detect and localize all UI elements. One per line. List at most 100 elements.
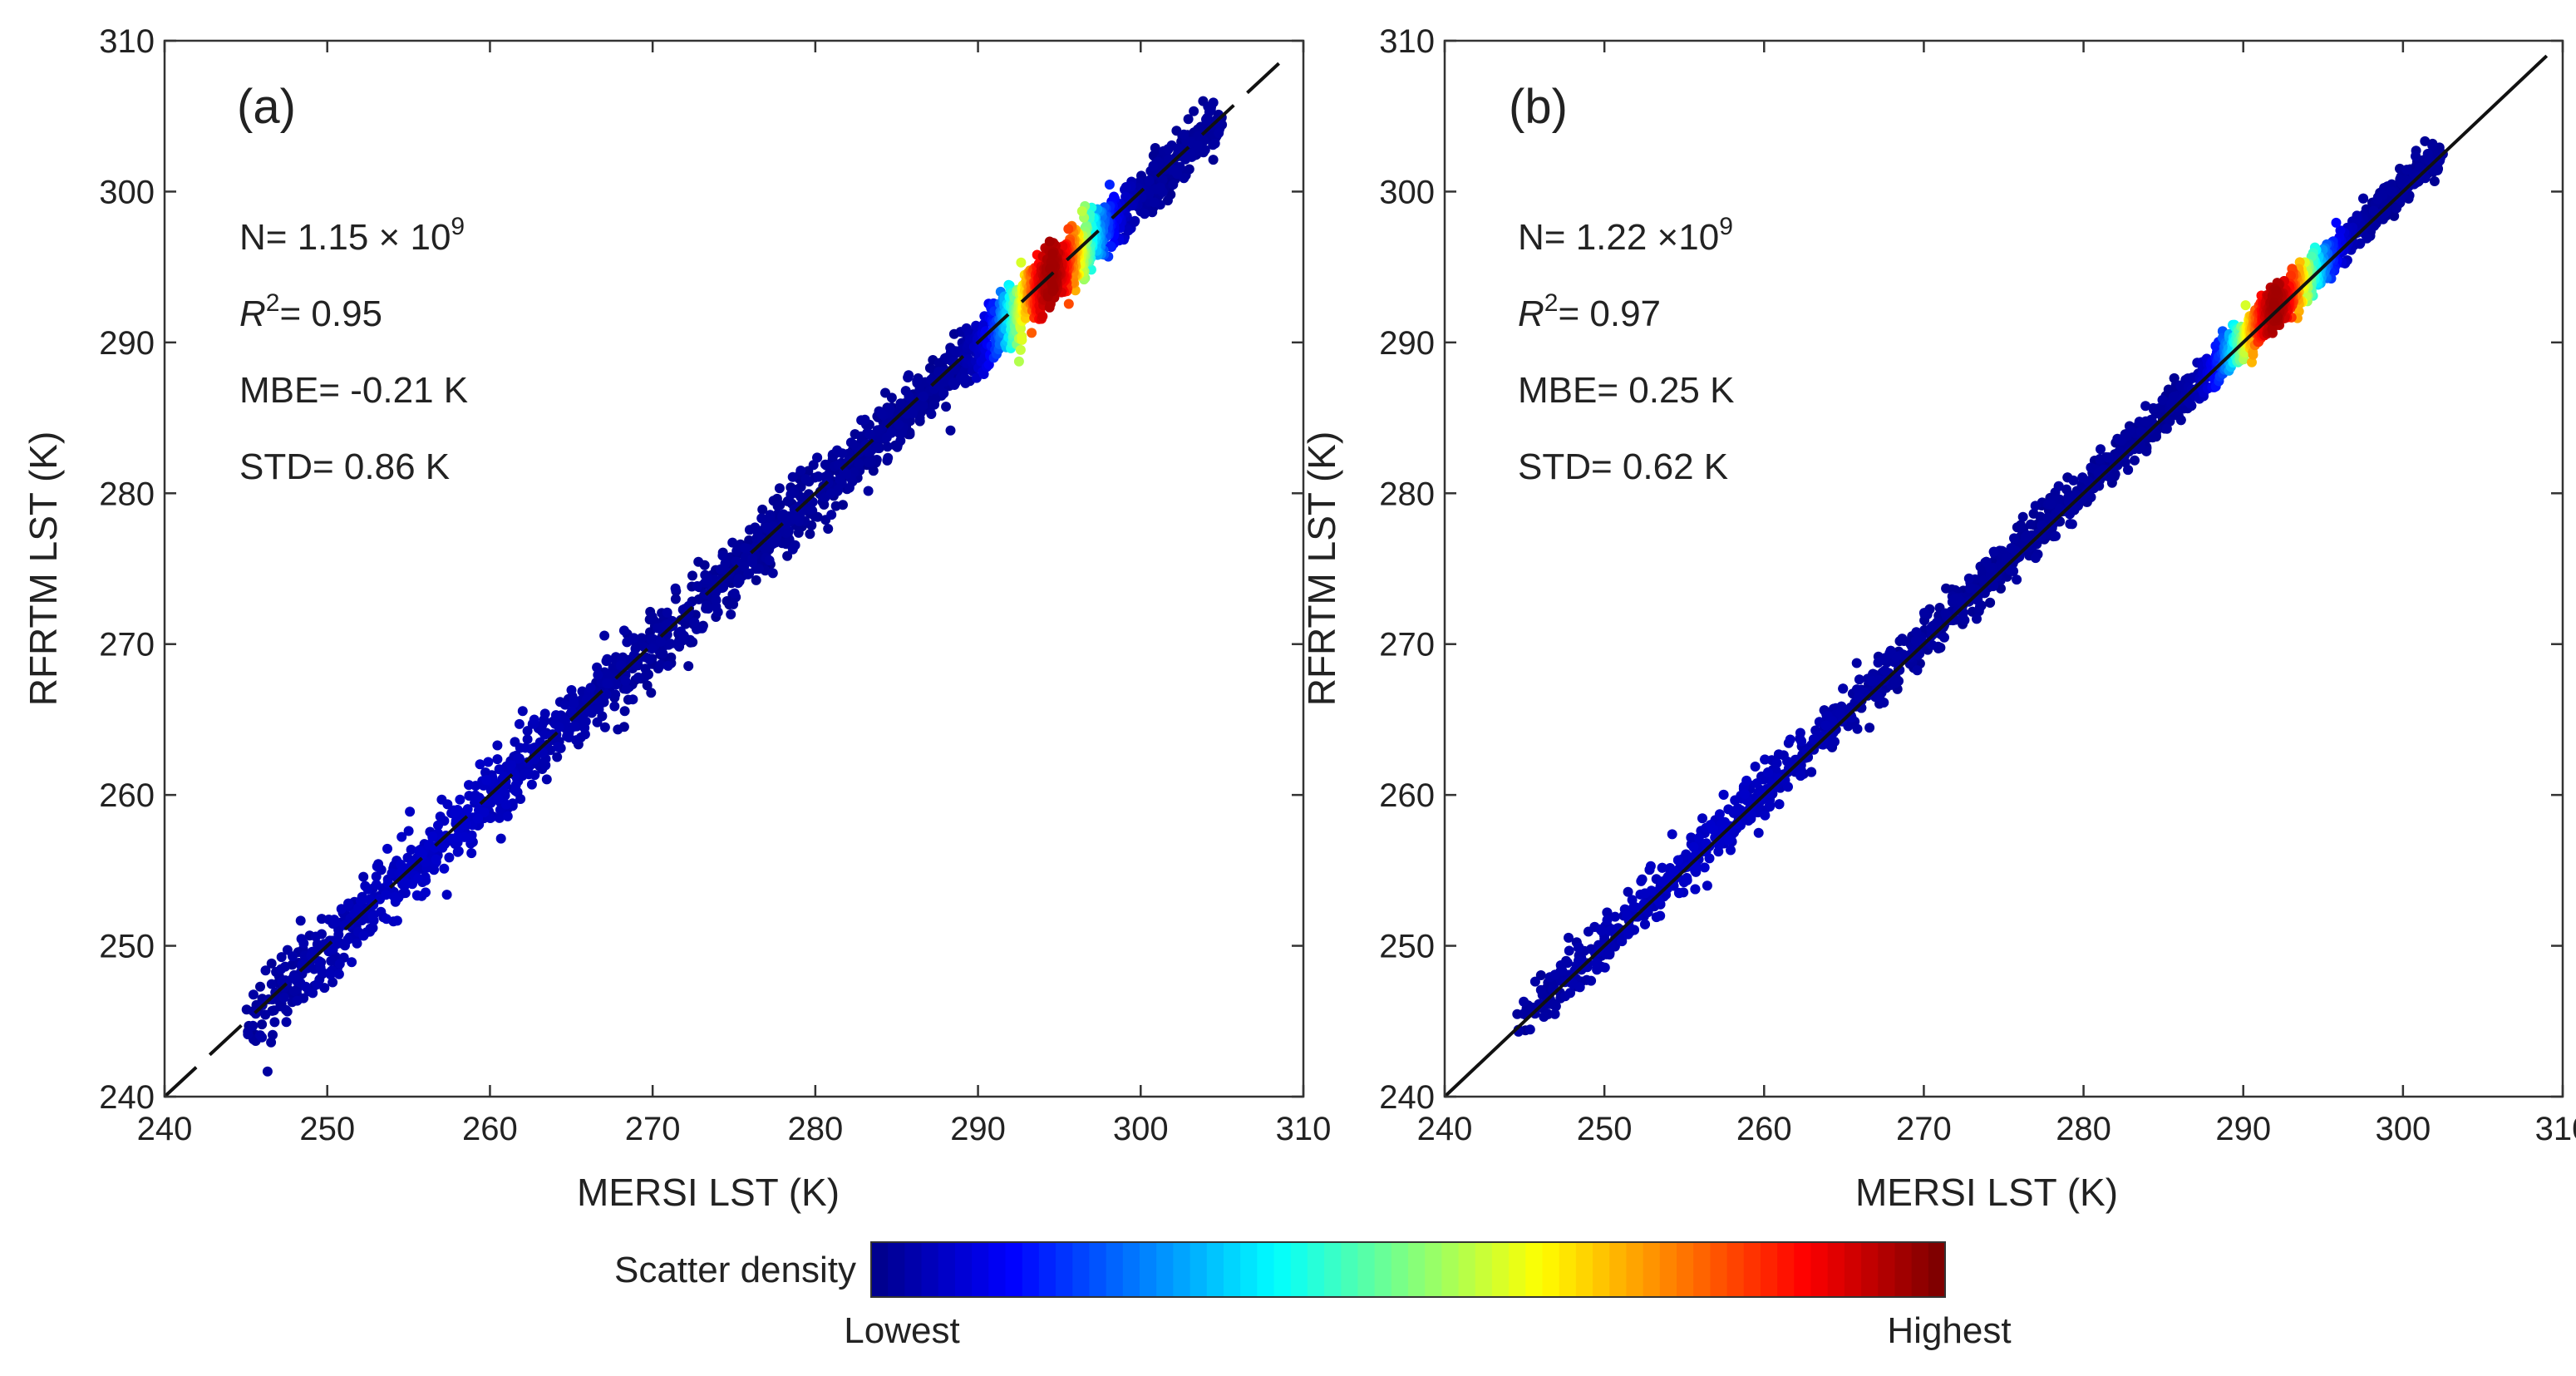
scatter-point (1599, 962, 1610, 973)
scatter-point (1911, 627, 1922, 638)
scatter-point (1602, 907, 1613, 918)
scatter-point (1972, 614, 1982, 624)
scatter-point (1854, 674, 1864, 685)
x-tick-label: 300 (1113, 1111, 1169, 1147)
scatter-point (618, 625, 629, 636)
x-tick-label: 310 (1276, 1111, 1332, 1147)
scatter-point (1121, 182, 1131, 192)
scatter-point (325, 969, 336, 980)
scatter-point (646, 688, 657, 698)
scatter-point (1726, 845, 1736, 856)
scatter-point (1852, 723, 1863, 734)
scatter-point (371, 880, 382, 890)
scatter-point (1140, 209, 1150, 219)
scatter-point (2247, 357, 2257, 367)
scatter-point (2427, 141, 2438, 151)
scatter-point (872, 432, 883, 442)
scatter-point (1574, 942, 1584, 953)
y-tick-label: 310 (99, 23, 155, 60)
scatter-point (1655, 910, 1666, 921)
scatter-point (1016, 323, 1026, 334)
scatter-point (1988, 546, 1999, 557)
scatter-point (800, 474, 811, 485)
scatter-point (281, 1017, 292, 1028)
scatter-point (2369, 220, 2380, 231)
scatter-point (268, 1029, 278, 1040)
scatter-point (1723, 835, 1734, 846)
scatter-point (1964, 583, 1975, 594)
scatter-point (1574, 982, 1585, 993)
scatter-point (539, 708, 550, 719)
scatter-point (1148, 160, 1159, 171)
scatter-point (479, 807, 490, 817)
scatter-point (880, 387, 890, 398)
scatter-point (1750, 762, 1761, 772)
y-tick-label: 280 (99, 476, 155, 512)
scatter-point (2083, 476, 2094, 486)
scatter-point (492, 754, 503, 765)
scatter-point (2386, 186, 2397, 197)
scatter-point (658, 649, 668, 659)
scatter-point (872, 442, 883, 453)
scatter-point (2068, 475, 2079, 486)
scatter-point (1864, 723, 1875, 733)
scatter-point (2420, 136, 2431, 146)
scatter-point (2379, 183, 2390, 194)
scatter-point (243, 1029, 254, 1040)
scatter-point (1622, 910, 1633, 921)
scatter-point (333, 930, 344, 940)
scatter-point (643, 653, 653, 663)
scatter-point (1688, 841, 1699, 852)
scatter-point (1063, 224, 1074, 234)
scatter-point (2411, 150, 2421, 161)
scatter-point (1741, 775, 1752, 786)
scatter-point (510, 786, 520, 797)
scatter-point (1912, 665, 1923, 676)
scatter-point (1897, 634, 1908, 644)
scatter-point (863, 486, 874, 496)
scatter-point (777, 511, 788, 522)
scatter-point (876, 408, 887, 419)
scatter-point (431, 854, 441, 865)
scatter-point (562, 731, 573, 742)
scatter-point (1697, 813, 1707, 824)
scatter-point (260, 1009, 271, 1020)
scatter-point (1932, 617, 1942, 628)
scatter-point (1047, 270, 1058, 281)
scatter-point (1751, 778, 1762, 789)
scatter-point (601, 656, 612, 667)
panel-a-stat-r2: R2= 0.95 (239, 289, 382, 334)
scatter-point (882, 441, 893, 452)
scatter-point (717, 550, 728, 561)
scatter-point (1640, 919, 1650, 930)
scatter-point (609, 701, 620, 712)
panel-a-ylabel: RFRTM LST (K) (22, 432, 65, 707)
scatter-point (2050, 530, 2061, 541)
scatter-point (2095, 454, 2106, 464)
scatter-point (2053, 481, 2064, 491)
scatter-point (2001, 552, 2012, 563)
scatter-point (594, 704, 604, 715)
scatter-point (1785, 734, 1795, 745)
scatter-point (2248, 349, 2258, 360)
scatter-point (1016, 257, 1027, 268)
scatter-point (733, 578, 743, 589)
scatter-point (1854, 692, 1864, 702)
scatter-point (2286, 270, 2296, 281)
scatter-point (1672, 855, 1683, 866)
scatter-point (941, 402, 952, 412)
scatter-point (1596, 925, 1607, 936)
scatter-point (421, 875, 431, 885)
scatter-point (1795, 771, 1806, 781)
scatter-point (1063, 298, 1074, 309)
scatter-point (949, 380, 960, 390)
scatter-point (539, 729, 550, 740)
scatter-point (569, 698, 579, 708)
scatter-point (257, 1019, 268, 1030)
scatter-point (319, 983, 330, 994)
scatter-point (328, 943, 338, 954)
scatter-point (732, 543, 743, 553)
scatter-point (510, 770, 520, 781)
scatter-point (1121, 191, 1131, 202)
scatter-point (1910, 635, 1921, 646)
